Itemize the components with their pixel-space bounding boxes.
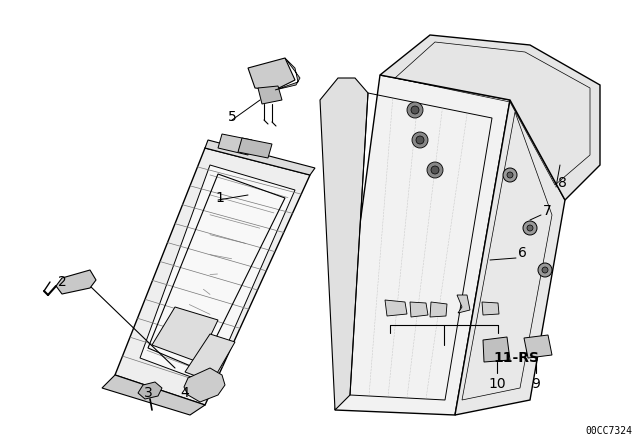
Polygon shape bbox=[258, 86, 282, 104]
Polygon shape bbox=[115, 148, 310, 405]
Circle shape bbox=[427, 162, 443, 178]
Polygon shape bbox=[320, 78, 368, 410]
Polygon shape bbox=[275, 58, 300, 90]
Text: 2: 2 bbox=[58, 275, 67, 289]
Polygon shape bbox=[455, 100, 565, 415]
Polygon shape bbox=[140, 165, 295, 384]
Text: 9: 9 bbox=[532, 377, 540, 391]
Text: 11-RS: 11-RS bbox=[493, 351, 539, 365]
Polygon shape bbox=[410, 302, 428, 317]
Text: 5: 5 bbox=[228, 110, 236, 124]
Polygon shape bbox=[152, 307, 218, 362]
Polygon shape bbox=[482, 302, 499, 315]
Circle shape bbox=[411, 106, 419, 114]
Circle shape bbox=[431, 166, 439, 174]
Polygon shape bbox=[218, 134, 252, 155]
Circle shape bbox=[503, 168, 517, 182]
Circle shape bbox=[523, 221, 537, 235]
Polygon shape bbox=[483, 337, 510, 362]
Polygon shape bbox=[524, 335, 552, 358]
Circle shape bbox=[407, 102, 423, 118]
Text: 7: 7 bbox=[543, 204, 552, 218]
Text: 3: 3 bbox=[143, 386, 152, 400]
Polygon shape bbox=[205, 140, 315, 175]
Text: 6: 6 bbox=[518, 246, 527, 260]
Polygon shape bbox=[430, 302, 447, 317]
Circle shape bbox=[542, 267, 548, 273]
Text: 8: 8 bbox=[558, 176, 567, 190]
Text: 00CC7324: 00CC7324 bbox=[585, 426, 632, 436]
Circle shape bbox=[527, 225, 533, 231]
Polygon shape bbox=[457, 295, 470, 313]
Circle shape bbox=[416, 136, 424, 144]
Circle shape bbox=[538, 263, 552, 277]
Polygon shape bbox=[238, 138, 272, 158]
Circle shape bbox=[412, 132, 428, 148]
Polygon shape bbox=[184, 368, 225, 402]
Polygon shape bbox=[102, 375, 205, 415]
Polygon shape bbox=[380, 35, 600, 200]
Text: 1: 1 bbox=[216, 191, 225, 205]
Circle shape bbox=[507, 172, 513, 178]
Text: 10: 10 bbox=[488, 377, 506, 391]
Polygon shape bbox=[335, 75, 510, 415]
Text: 4: 4 bbox=[180, 386, 189, 400]
Polygon shape bbox=[56, 270, 96, 294]
Polygon shape bbox=[185, 334, 235, 382]
Polygon shape bbox=[385, 300, 407, 316]
Polygon shape bbox=[138, 382, 162, 399]
Polygon shape bbox=[248, 58, 295, 90]
